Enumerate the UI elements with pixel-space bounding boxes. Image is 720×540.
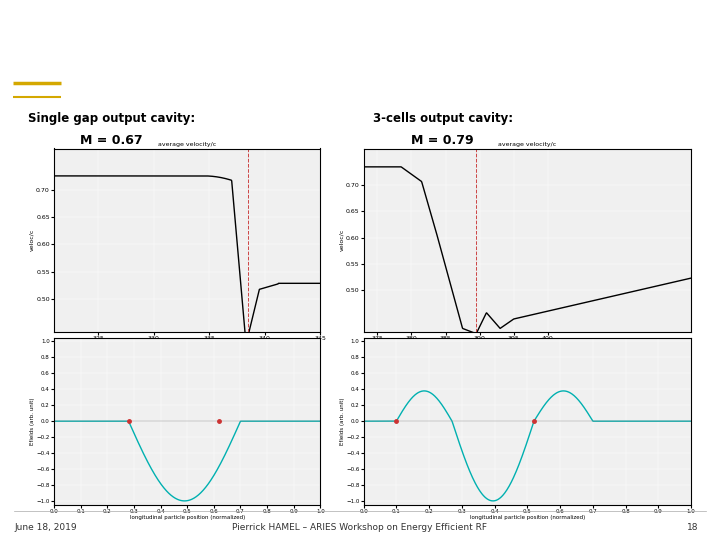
Y-axis label: veloc/c: veloc/c (339, 229, 344, 252)
X-axis label: longitudinal particle position (normalized): longitudinal particle position (normaliz… (130, 516, 245, 521)
Y-axis label: veloc/c: veloc/c (30, 229, 35, 252)
X-axis label: z position /mm: z position /mm (164, 343, 210, 348)
Title: average velocity/c: average velocity/c (158, 141, 216, 147)
Text: June 18, 2019: June 18, 2019 (14, 523, 77, 532)
Title: average velocity/c: average velocity/c (498, 141, 557, 147)
Text: cea: cea (18, 31, 58, 51)
Text: 18: 18 (687, 523, 698, 532)
X-axis label: z position /mm: z position /mm (504, 343, 551, 348)
Y-axis label: Efields (arb. unit): Efields (arb. unit) (30, 397, 35, 445)
Text: 3-cells output cavity:: 3-cells output cavity: (373, 112, 513, 125)
X-axis label: longitudinal particle position (normalized): longitudinal particle position (normaliz… (469, 516, 585, 521)
Text: Pierrick HAMEL – ARIES Workshop on Energy Efficient RF: Pierrick HAMEL – ARIES Workshop on Energ… (233, 523, 487, 532)
Text: M = 0.67: M = 0.67 (81, 134, 143, 147)
Text: COMMISSARIAT A L'ENERGIE: COMMISSARIAT A L'ENERGIE (18, 6, 76, 10)
Text: Single gap output cavity:: Single gap output cavity: (28, 112, 195, 125)
Text: MULTICELL OUTPUT CAVITY: MULTICELL OUTPUT CAVITY (97, 72, 363, 90)
Text: M = 0.79: M = 0.79 (412, 134, 474, 147)
Text: COMPARISON BETWEEN SINGLE GAP AND: COMPARISON BETWEEN SINGLE GAP AND (97, 15, 501, 33)
Y-axis label: Efields (arb. unit): Efields (arb. unit) (340, 397, 345, 445)
